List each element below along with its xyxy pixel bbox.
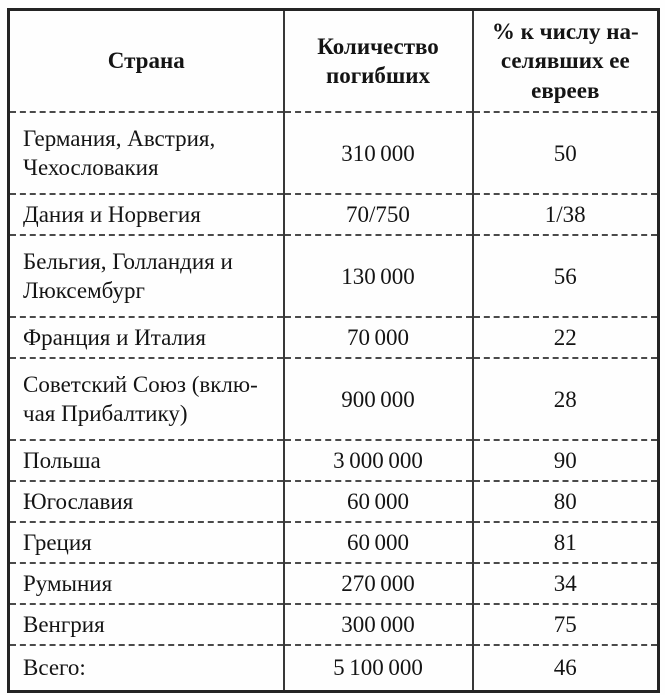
percent-cell: 1/38 [471,193,660,236]
deaths-cell: 300 000 [282,603,474,646]
percent-cell: 90 [471,439,660,482]
percent-cell: 28 [471,357,660,441]
deaths-cell: 70/750 [282,193,474,236]
deaths-cell: 900 000 [282,357,474,441]
table-row: Германия, Австрия, Чехословакия 310 000 … [7,111,660,195]
country-cell: Бельгия, Голландия и Люксембург [7,234,285,318]
percent-cell: 75 [471,603,660,646]
percent-cell: 34 [471,562,660,605]
deaths-cell: 130 000 [282,234,474,318]
percent-cell: 22 [471,316,660,359]
deaths-cell: 270 000 [282,562,474,605]
col-header-percent: % к числу на- селявших ее евреев [471,9,660,113]
country-cell: Советский Союз (вклю- чая Прибалтику) [7,357,285,441]
country-cell: Польша [7,439,285,482]
casualties-table: Страна Количество погибших % к числу на-… [7,8,660,693]
table-header-row: Страна Количество погибших % к числу на-… [7,9,660,113]
col-header-country: Страна [7,9,285,113]
table-row: Польша 3 000 000 90 [7,439,660,482]
table-row: Румыния 270 000 34 [7,562,660,605]
table-row: Югославия 60 000 80 [7,480,660,523]
deaths-cell: 3 000 000 [282,439,474,482]
country-cell: Румыния [7,562,285,605]
percent-cell: 46 [471,644,660,692]
table-row-total: Всего: 5 100 000 46 [7,644,660,692]
country-cell: Дания и Норвегия [7,193,285,236]
table-row: Венгрия 300 000 75 [7,603,660,646]
country-cell: Всего: [7,644,285,692]
country-cell: Греция [7,521,285,564]
table-row: Бельгия, Голландия и Люксембург 130 000 … [7,234,660,318]
deaths-cell: 60 000 [282,480,474,523]
table-row: Франция и Италия 70 000 22 [7,316,660,359]
percent-cell: 80 [471,480,660,523]
deaths-cell: 310 000 [282,111,474,195]
deaths-cell: 60 000 [282,521,474,564]
percent-cell: 81 [471,521,660,564]
country-cell: Югославия [7,480,285,523]
percent-cell: 56 [471,234,660,318]
country-cell: Германия, Австрия, Чехословакия [7,111,285,195]
deaths-cell: 5 100 000 [282,644,474,692]
table-row: Греция 60 000 81 [7,521,660,564]
col-header-deaths: Количество погибших [282,9,474,113]
country-cell: Франция и Италия [7,316,285,359]
country-cell: Венгрия [7,603,285,646]
table-row: Дания и Норвегия 70/750 1/38 [7,193,660,236]
deaths-cell: 70 000 [282,316,474,359]
table-row: Советский Союз (вклю- чая Прибалтику) 90… [7,357,660,441]
percent-cell: 50 [471,111,660,195]
